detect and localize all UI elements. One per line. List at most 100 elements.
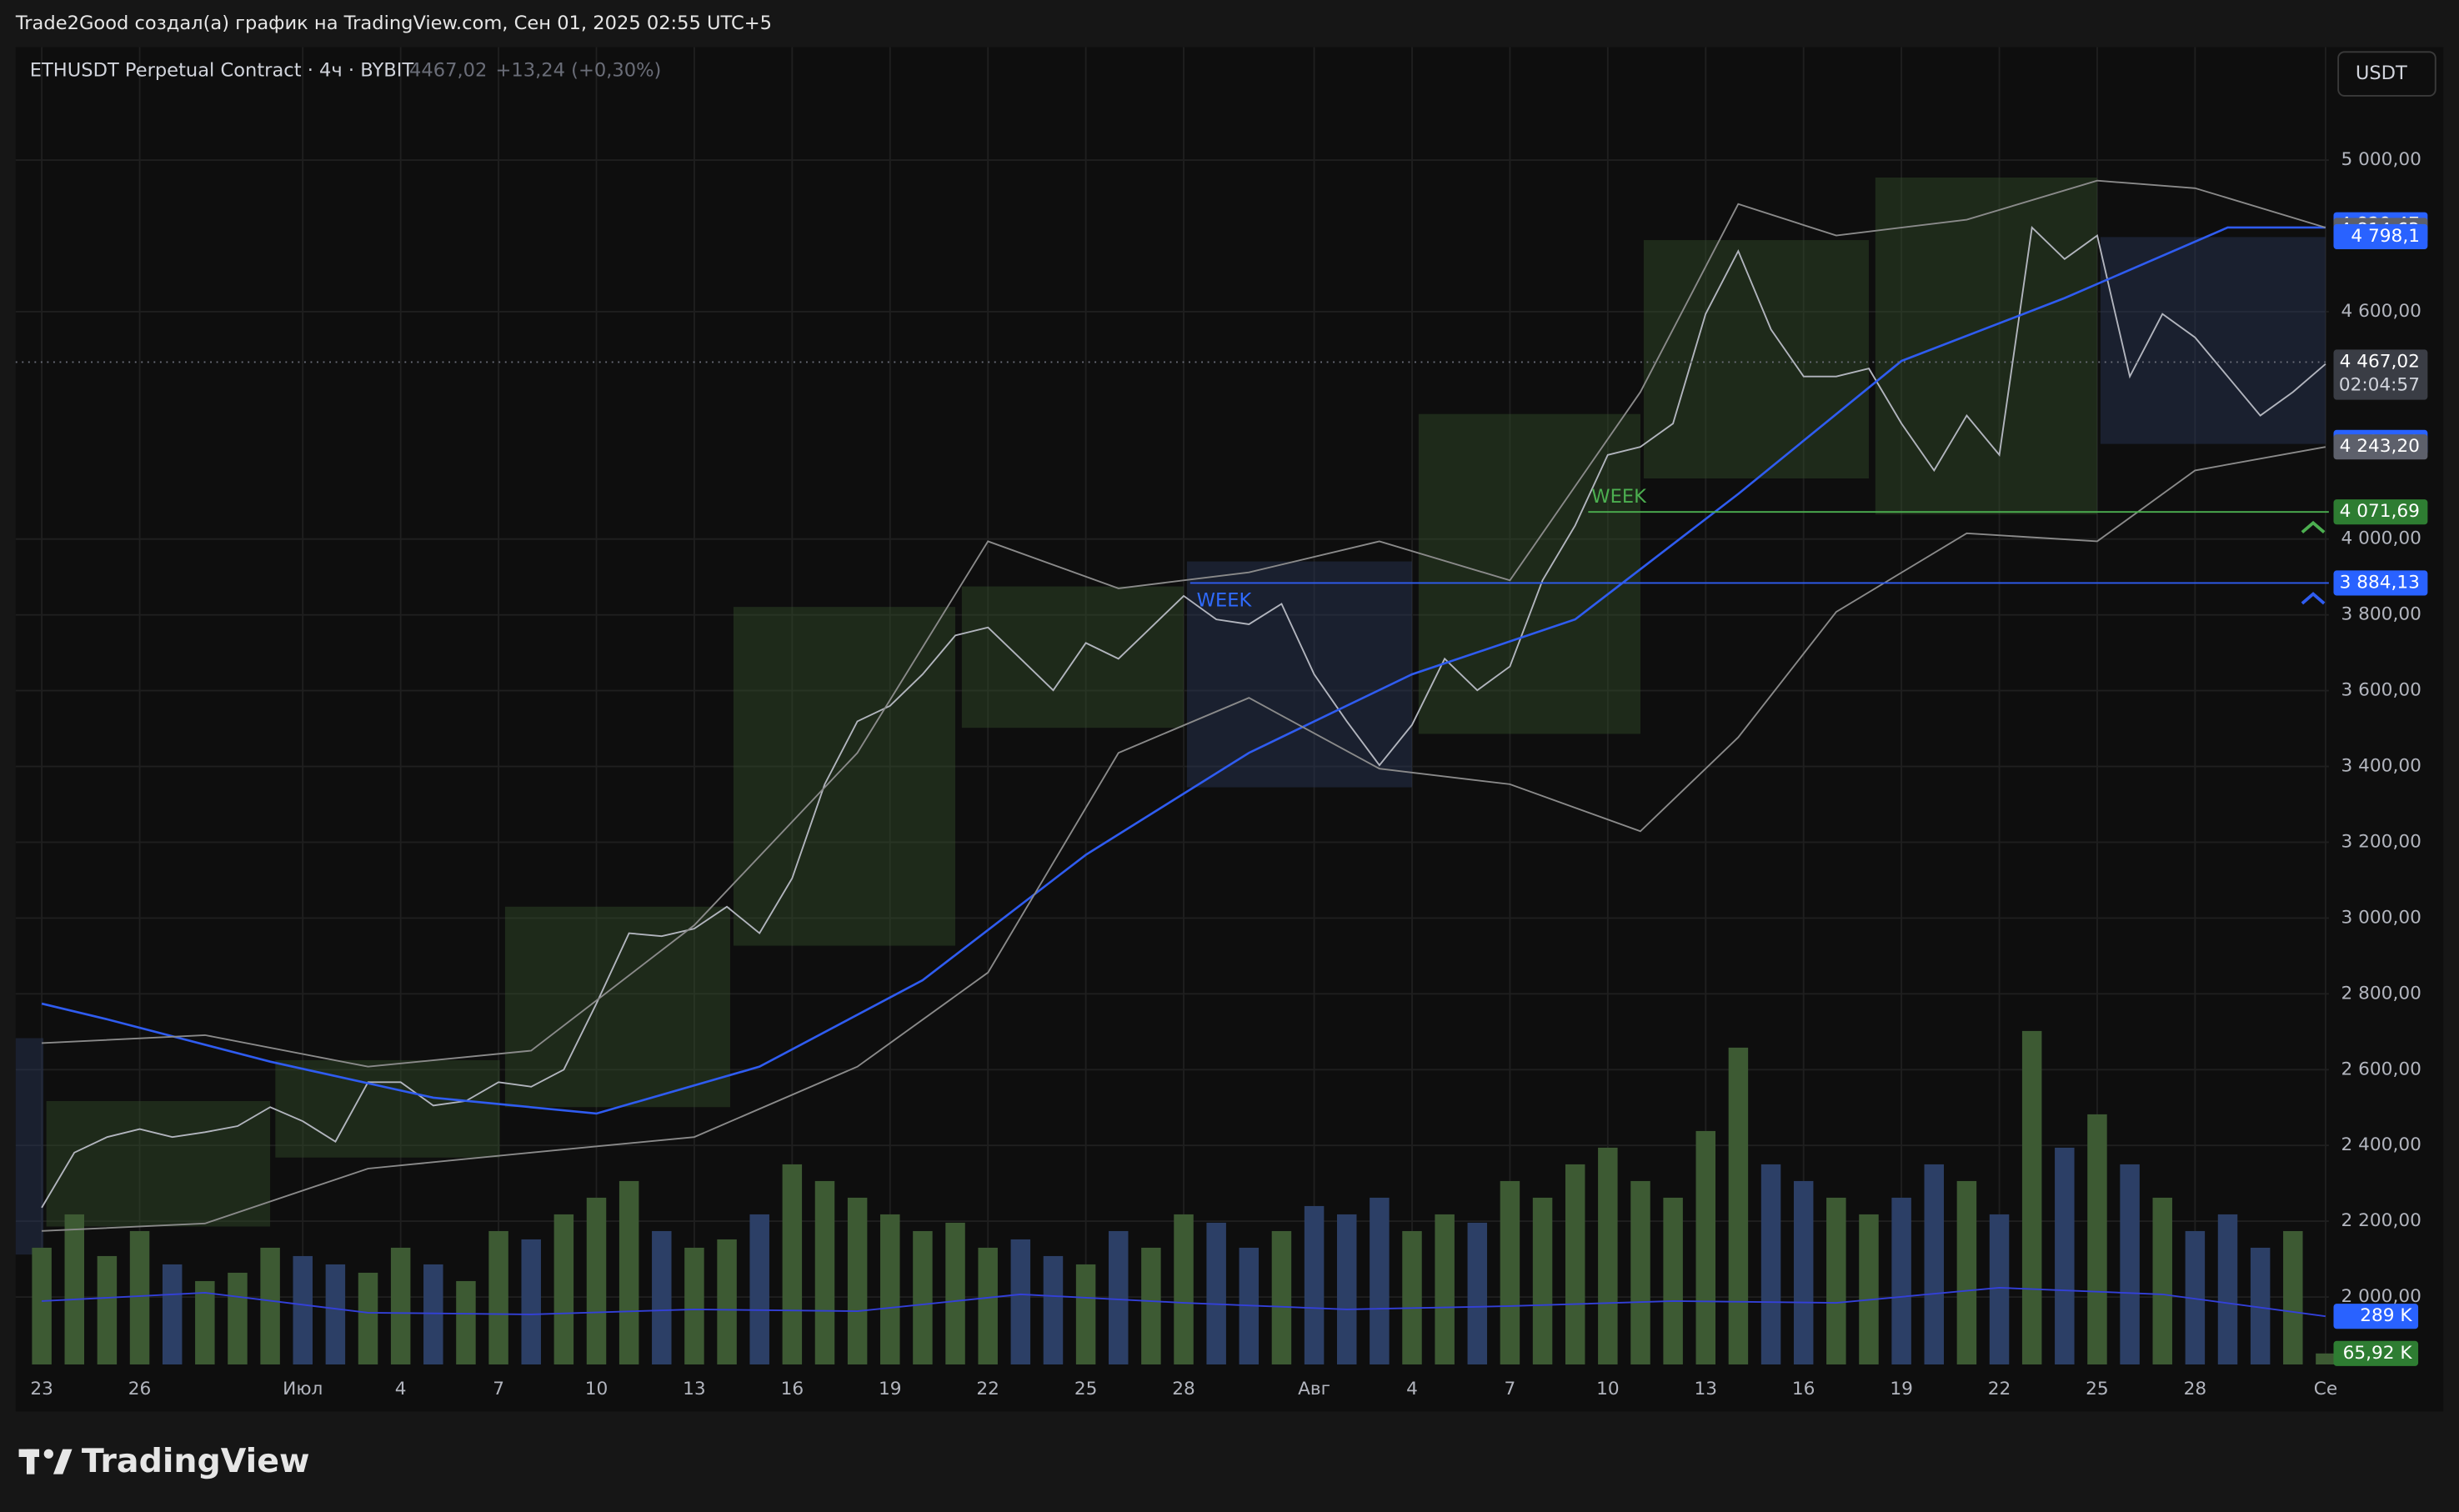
volume-bar [2283, 1230, 2303, 1364]
volume-label-box [2333, 1304, 2419, 1329]
brand: TradingView [82, 1442, 310, 1480]
countdown: 02:04:57 [2339, 375, 2420, 396]
x-tick-label: Се [2314, 1379, 2337, 1399]
volume-bar [97, 1255, 118, 1364]
volume-bar [488, 1230, 508, 1364]
volume-bar [1075, 1264, 1096, 1364]
price-label-box [2333, 349, 2428, 400]
volume-bar [293, 1255, 313, 1364]
x-tick-label: 4 [1406, 1379, 1418, 1399]
volume-bar [978, 1247, 998, 1364]
y-tick-label: 4 000,00 [2341, 528, 2421, 549]
volume-bar [390, 1247, 411, 1364]
volume-bar [2120, 1164, 2140, 1364]
volume-bar [1532, 1197, 1553, 1364]
y-tick-label: 3 800,00 [2341, 604, 2421, 625]
volume-bar [749, 1214, 769, 1364]
currency[interactable]: USDT [2356, 63, 2407, 84]
volume-bar [1891, 1197, 1911, 1364]
price-label: 4 798,1 [2351, 226, 2420, 247]
x-tick-label: 25 [2086, 1379, 2109, 1399]
volume-bar [1010, 1239, 1031, 1364]
range-box [2100, 237, 2326, 444]
price-scale [2328, 47, 2444, 1364]
y-tick-label: 3 200,00 [2341, 831, 2421, 852]
range-box [733, 607, 956, 946]
volume-bar [1663, 1197, 1683, 1364]
y-tick-label: 2 400,00 [2341, 1134, 2421, 1155]
range-box [504, 906, 730, 1108]
volume-bar [1109, 1230, 1129, 1364]
price-label: 3 884,13 [2340, 572, 2420, 593]
volume-bar [1728, 1047, 1749, 1364]
time-scale [15, 1364, 2444, 1412]
price-label-box [2333, 570, 2428, 596]
x-tick-label: 28 [1172, 1379, 1195, 1399]
volume-bar [1043, 1255, 1064, 1364]
y-tick-label: 2 600,00 [2341, 1059, 2421, 1079]
range-box [1418, 413, 1640, 734]
x-tick-label: 16 [1792, 1379, 1815, 1399]
series-line [42, 446, 2326, 1232]
volume-bar [619, 1180, 639, 1364]
level-arrow [2301, 592, 2326, 605]
volume-bar [2250, 1247, 2271, 1364]
volume-bar [1336, 1214, 1357, 1364]
volume-bar [2185, 1230, 2206, 1364]
volume-bar [684, 1247, 704, 1364]
range-box [15, 1038, 44, 1255]
x-tick-label: Авг [1298, 1379, 1330, 1399]
logo-icon [18, 1449, 73, 1474]
currency-button[interactable] [2337, 51, 2436, 97]
series-line [41, 179, 2326, 1068]
y-tick-label: 3 600,00 [2341, 680, 2421, 701]
volume-bar [847, 1197, 868, 1364]
x-tick-label: 22 [976, 1379, 999, 1399]
x-tick-label: 10 [585, 1379, 608, 1399]
x-tick-label: 26 [128, 1379, 152, 1399]
range-box [961, 586, 1184, 728]
price-label: 4 071,69 [2340, 501, 2420, 522]
volume-bar [228, 1272, 248, 1364]
range-box [1643, 240, 1869, 479]
volume-bar [1859, 1214, 1879, 1364]
volume-bar [2217, 1214, 2238, 1364]
volume-bar [1304, 1205, 1325, 1364]
legend-price: 4467,02 [409, 59, 487, 81]
x-tick-label: 22 [1988, 1379, 2011, 1399]
volume-bar [1500, 1180, 1520, 1364]
volume-bar [880, 1214, 900, 1364]
price-label-box [2333, 499, 2428, 525]
y-tick-label: 2 000,00 [2341, 1286, 2421, 1307]
x-tick-label: 13 [683, 1379, 706, 1399]
price-label: 4 243,20 [2340, 436, 2420, 457]
volume-bar [1793, 1180, 1814, 1364]
y-tick-label: 5 000,00 [2341, 149, 2421, 170]
volume-bar [358, 1272, 378, 1364]
volume-bar [64, 1214, 85, 1364]
volume-bar [2087, 1114, 2107, 1364]
volume-bar [1402, 1230, 1422, 1364]
y-tick-label: 3 000,00 [2341, 907, 2421, 928]
x-tick-label: 16 [781, 1379, 804, 1399]
annotation: WEEK [1197, 589, 1253, 611]
volume-bar [1630, 1180, 1650, 1364]
range-box [46, 1100, 271, 1227]
x-tick-label: 10 [1596, 1379, 1620, 1399]
volume-label-box [2333, 1340, 2419, 1366]
volume-bar [1370, 1197, 1390, 1364]
volume-bar [1826, 1197, 1846, 1364]
volume-bar [913, 1230, 933, 1364]
volume-bar [423, 1264, 443, 1364]
x-tick-label: 25 [1074, 1379, 1098, 1399]
y-tick-label: 3 400,00 [2341, 756, 2421, 777]
volume-bar [1695, 1130, 1716, 1364]
volume-bar [2021, 1030, 2042, 1364]
volume-bar [260, 1247, 280, 1364]
x-tick-label: 4 [395, 1379, 407, 1399]
volume-label: 65,92 K [2343, 1343, 2413, 1364]
volume-bar [325, 1264, 346, 1364]
volume-label: 289 K [2360, 1305, 2412, 1326]
x-tick-label: 19 [1890, 1379, 1913, 1399]
